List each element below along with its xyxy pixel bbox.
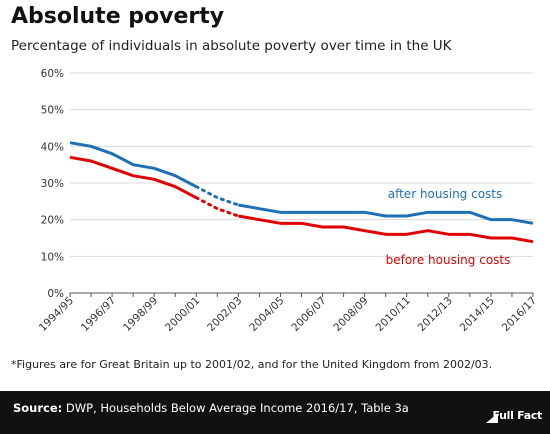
line-chart: 0% 10% 20% 30% 40% 50% 60% 1994/95 1996/97 1998/9… [37,68,539,334]
chart-subtitle: Percentage of individuals in absolute po… [11,38,452,54]
source-label: Source: [13,401,63,415]
footnote: *Figures are for Great Britain up to 200… [11,358,493,371]
fullfact-logo: Full Fact [492,409,542,422]
y-tick-label: 50% [41,105,64,117]
series-line-after-housing-costs-early [69,141,197,188]
series-label: before housing costs [386,253,511,267]
y-tick-label: 30% [41,178,64,190]
x-tick-label: 2014/15 [458,295,497,334]
y-tick-label: 20% [41,215,64,227]
x-tick-label: 1998/99 [121,295,160,334]
x-tick-label: 2016/17 [500,295,539,334]
series-label: after housing costs [388,187,503,201]
x-tick-label: 2006/07 [289,295,328,334]
x-tick-label: 2002/03 [205,295,244,334]
source-bar: Source: DWP, Households Below Average In… [0,391,550,434]
y-tick-label: 10% [41,251,64,263]
y-tick-label: 60% [41,68,64,80]
x-tick-label: 1994/95 [37,295,76,334]
series-line-before-housing-costs-late [238,214,534,244]
x-tick-label: 2012/13 [416,295,455,334]
x-tick-label: 2008/09 [331,295,370,334]
series-line-after-housing-costs-dotted [194,185,240,207]
source-value: DWP, Households Below Average Income 201… [62,401,409,415]
source-text: Source: DWP, Households Below Average In… [13,401,409,415]
series-line-after-housing-costs-late [238,203,534,225]
y-tick-label: 40% [41,141,64,153]
x-tick-label: 1996/97 [79,295,118,334]
x-tick-label: 2000/01 [163,295,202,334]
x-tick-label: 2004/05 [247,295,286,334]
chart-title: Absolute poverty [11,4,225,29]
fullfact-logo-icon [486,413,498,423]
y-tick-label: 0% [47,288,64,300]
series-line-before-housing-costs-dotted [194,196,240,218]
x-tick-label: 2010/11 [374,295,413,334]
series-line-before-housing-costs-early [69,155,197,199]
